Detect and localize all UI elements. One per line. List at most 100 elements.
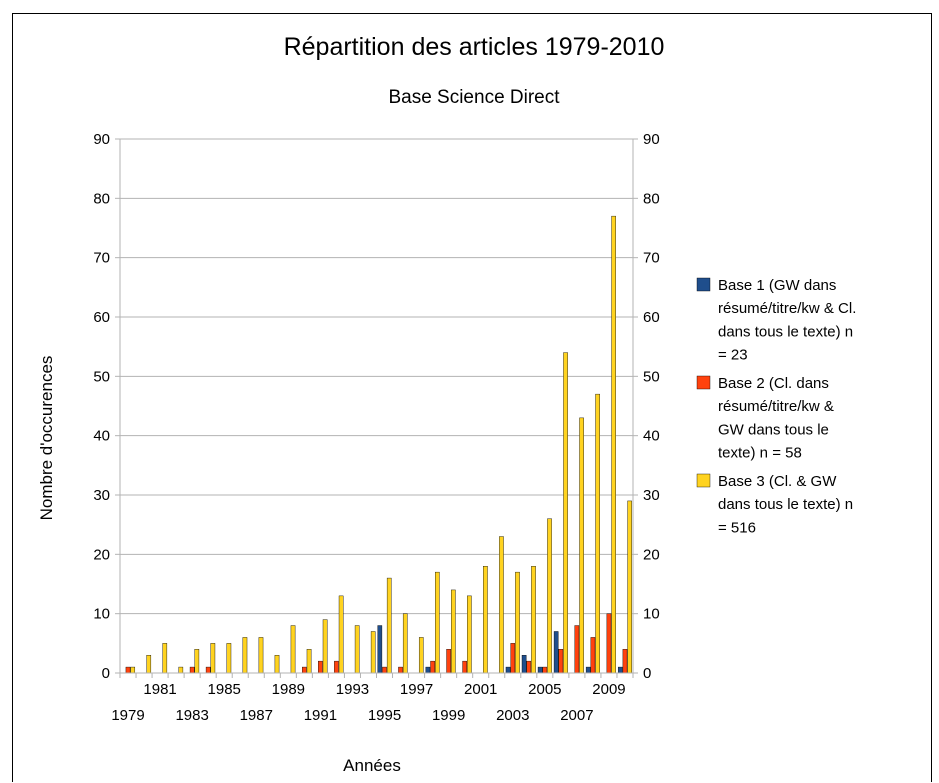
bar	[194, 649, 200, 674]
x-tick-label: 1985	[208, 681, 241, 698]
bar	[425, 666, 431, 674]
bar	[318, 660, 323, 674]
gridlines	[120, 138, 633, 615]
chart-title: Répartition des articles 1979-2010	[284, 33, 665, 61]
x-tick-label: 1999	[432, 707, 465, 724]
x-tick-label: 1983	[175, 707, 208, 724]
bar	[290, 625, 296, 674]
x-tick-label: 1995	[368, 707, 401, 724]
bar	[386, 577, 392, 674]
bar	[622, 649, 628, 674]
y-tick-label-left: 60	[93, 309, 110, 326]
y-tick-label-left: 90	[93, 131, 110, 148]
legend-swatch	[696, 375, 711, 390]
bar	[210, 643, 216, 674]
bar	[338, 595, 344, 674]
bar	[499, 536, 504, 674]
legend-label: = 516	[718, 519, 756, 536]
bar	[382, 666, 387, 674]
bar	[306, 649, 312, 674]
bar	[302, 666, 307, 674]
legend-label: texte) n = 58	[718, 445, 802, 462]
bar	[377, 625, 383, 674]
bar	[574, 625, 580, 674]
x-tick-label: 2007	[560, 707, 593, 724]
bar	[125, 666, 131, 674]
legend: Base 1 (GW dans résumé/titre/kw & Cl. dans…	[696, 277, 856, 536]
bar	[451, 589, 456, 674]
bar	[402, 613, 408, 674]
bar-chart: Répartition des articles 1979-2010 Base …	[37, 33, 856, 775]
bar	[242, 637, 248, 674]
y-tick-label-left: 10	[93, 606, 110, 623]
bar	[585, 666, 591, 674]
axes	[115, 138, 638, 678]
bar	[590, 637, 596, 674]
y-tick-label-left: 40	[93, 428, 110, 445]
bar	[579, 417, 584, 674]
legend-label: Base 1 (GW dans	[718, 277, 836, 294]
y-axis-left-ticks: 0 10 20 30 40 50 60 70 80 90	[93, 131, 110, 682]
bar	[627, 500, 632, 674]
legend-swatch	[696, 277, 711, 292]
bar	[505, 666, 511, 674]
bar	[435, 571, 440, 674]
bar	[553, 631, 559, 674]
legend-label: Base 3 (Cl. & GW	[718, 473, 837, 490]
legend-label: dans tous le texte) n	[718, 496, 853, 513]
y-axis-label: Nombre d'occurences	[37, 356, 56, 521]
bar	[189, 666, 195, 674]
bar	[558, 649, 564, 674]
bar	[354, 625, 360, 674]
y-tick-label-right: 10	[643, 606, 660, 623]
x-tick-label: 2005	[528, 681, 561, 698]
bar	[462, 660, 467, 674]
bar	[467, 595, 472, 674]
bar	[130, 666, 136, 674]
x-tick-label: 2003	[496, 707, 529, 724]
bar	[274, 655, 280, 674]
x-tick-label: 2001	[464, 681, 497, 698]
bar	[162, 643, 168, 674]
legend-label: résumé/titre/kw & Cl.	[718, 300, 856, 317]
legend-label: Base 2 (Cl. dans	[718, 375, 829, 392]
bar	[398, 666, 403, 674]
bar	[606, 613, 612, 674]
bar	[146, 655, 152, 674]
y-tick-label-right: 0	[643, 665, 651, 682]
bar	[322, 619, 328, 674]
bar	[542, 666, 548, 674]
bar	[537, 666, 543, 674]
bar	[418, 637, 424, 674]
y-tick-label-left: 80	[93, 190, 110, 207]
bar	[370, 631, 376, 674]
x-tick-label: 1991	[304, 707, 337, 724]
x-tick-label: 1981	[143, 681, 176, 698]
bar	[521, 655, 527, 674]
bar	[531, 566, 536, 674]
bar	[483, 566, 488, 674]
y-tick-label-right: 30	[643, 487, 660, 504]
legend-label: dans tous le texte) n	[718, 323, 853, 340]
bar	[226, 643, 232, 674]
y-tick-label-right: 70	[643, 250, 660, 267]
bar	[334, 660, 339, 674]
bar	[515, 571, 520, 674]
bar	[430, 660, 435, 674]
y-tick-label-right: 50	[643, 368, 660, 385]
bar	[611, 215, 616, 674]
bar	[178, 666, 184, 674]
legend-label: = 23	[718, 347, 748, 364]
bar	[547, 518, 552, 674]
y-tick-label-left: 70	[93, 250, 110, 267]
y-axis-right-ticks: 0 10 20 30 40 50 60 70 80 90	[643, 131, 660, 682]
y-tick-label-right: 90	[643, 131, 660, 148]
legend-label: GW dans tous le	[718, 421, 829, 438]
x-tick-label: 1993	[336, 681, 369, 698]
bar	[205, 666, 211, 674]
x-axis-label: Années	[343, 756, 401, 775]
legend-swatch	[696, 473, 711, 488]
y-tick-label-left: 20	[93, 546, 110, 563]
bar	[595, 393, 600, 674]
x-tick-label: 1997	[400, 681, 433, 698]
